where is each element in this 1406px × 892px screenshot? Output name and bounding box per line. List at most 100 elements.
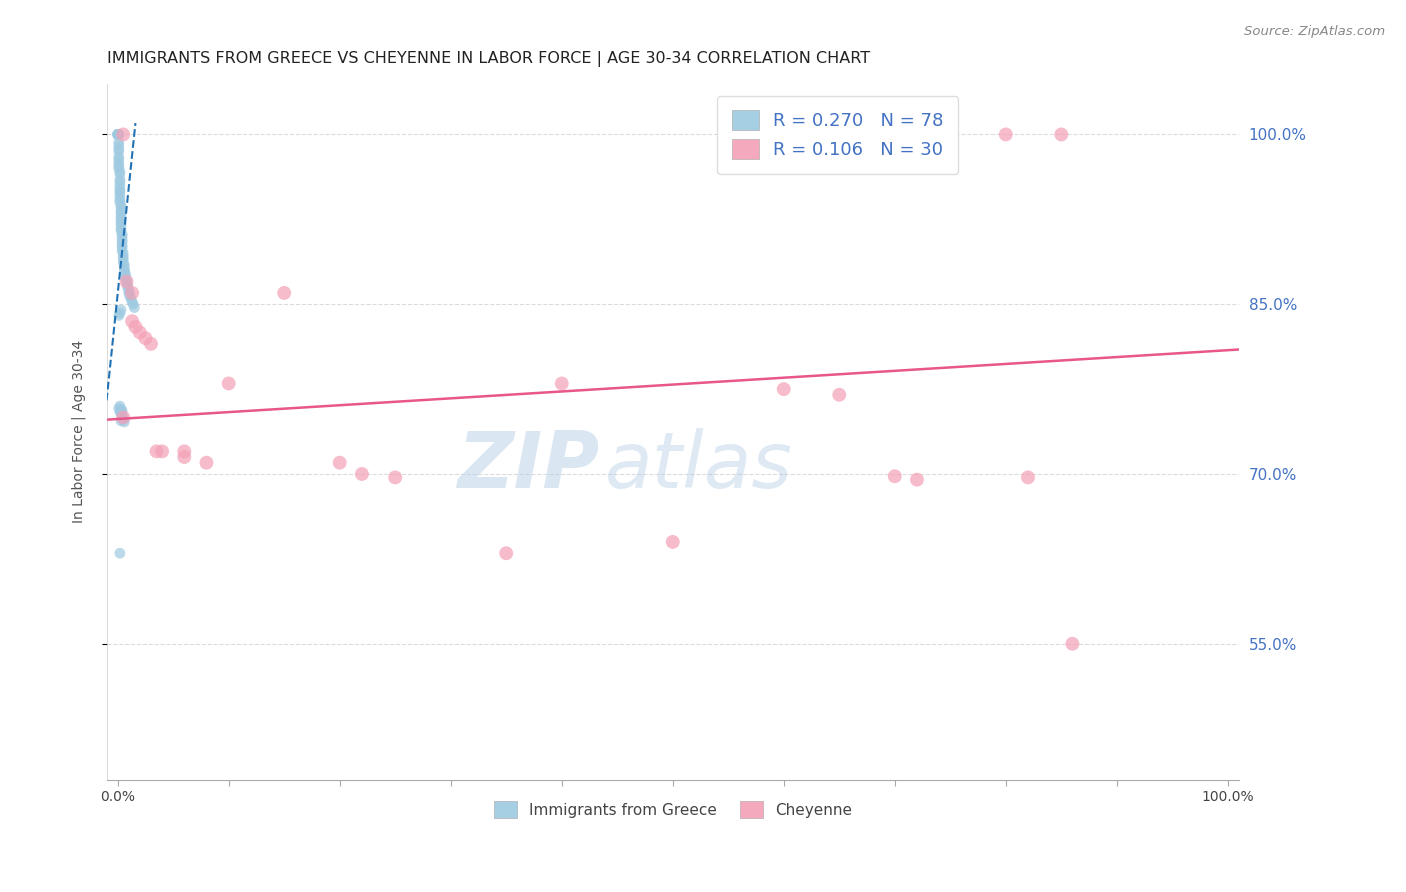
Point bbox=[111, 235, 134, 249]
Point bbox=[108, 195, 131, 210]
Point bbox=[112, 128, 135, 142]
Point bbox=[124, 319, 146, 334]
Point bbox=[128, 326, 150, 340]
Point bbox=[150, 444, 173, 458]
Point bbox=[112, 415, 135, 429]
Point bbox=[108, 172, 131, 186]
Point bbox=[112, 252, 135, 266]
Point bbox=[107, 128, 129, 142]
Point bbox=[108, 184, 131, 198]
Point bbox=[115, 275, 138, 289]
Point bbox=[828, 388, 851, 402]
Point bbox=[108, 182, 131, 196]
Point bbox=[112, 260, 135, 275]
Point bbox=[112, 255, 135, 269]
Legend: Immigrants from Greece, Cheyenne: Immigrants from Greece, Cheyenne bbox=[488, 796, 858, 824]
Point bbox=[107, 145, 129, 159]
Point bbox=[110, 218, 132, 232]
Point bbox=[107, 136, 129, 150]
Point bbox=[107, 128, 129, 142]
Point bbox=[173, 444, 195, 458]
Point bbox=[107, 401, 129, 416]
Point bbox=[112, 412, 135, 426]
Point bbox=[107, 309, 129, 323]
Point bbox=[118, 285, 141, 300]
Point bbox=[883, 469, 905, 483]
Point bbox=[108, 167, 131, 181]
Point bbox=[115, 275, 138, 289]
Point bbox=[107, 128, 129, 142]
Point bbox=[110, 216, 132, 230]
Point bbox=[107, 142, 129, 156]
Point bbox=[112, 263, 135, 277]
Point bbox=[115, 272, 138, 286]
Point bbox=[110, 210, 132, 224]
Point bbox=[111, 244, 134, 258]
Point bbox=[118, 284, 141, 298]
Point bbox=[994, 128, 1017, 142]
Point bbox=[350, 467, 373, 481]
Point bbox=[122, 297, 145, 311]
Point bbox=[108, 306, 131, 320]
Point bbox=[110, 201, 132, 215]
Point bbox=[145, 444, 167, 458]
Point bbox=[111, 227, 134, 241]
Point bbox=[121, 314, 143, 328]
Point bbox=[111, 238, 134, 252]
Point bbox=[110, 402, 132, 417]
Point bbox=[1062, 637, 1084, 651]
Point bbox=[110, 414, 132, 428]
Point bbox=[111, 403, 134, 417]
Point bbox=[112, 410, 135, 425]
Point bbox=[495, 546, 517, 560]
Point bbox=[139, 336, 162, 351]
Point bbox=[108, 190, 131, 204]
Text: Source: ZipAtlas.com: Source: ZipAtlas.com bbox=[1244, 25, 1385, 38]
Point bbox=[218, 376, 240, 391]
Point bbox=[905, 473, 928, 487]
Point bbox=[124, 301, 146, 315]
Point bbox=[110, 221, 132, 235]
Point bbox=[117, 277, 139, 292]
Point bbox=[108, 186, 131, 201]
Point bbox=[195, 456, 218, 470]
Point bbox=[110, 212, 132, 227]
Point bbox=[117, 280, 139, 294]
Point bbox=[114, 267, 136, 281]
Point bbox=[110, 406, 132, 420]
Point bbox=[107, 153, 129, 167]
Text: atlas: atlas bbox=[605, 428, 793, 504]
Point bbox=[112, 250, 135, 264]
Point bbox=[107, 150, 129, 164]
Point bbox=[111, 407, 134, 421]
Point bbox=[108, 175, 131, 189]
Text: ZIP: ZIP bbox=[457, 428, 599, 504]
Point bbox=[111, 241, 134, 255]
Point bbox=[107, 161, 129, 176]
Point bbox=[772, 382, 794, 396]
Point bbox=[114, 268, 136, 283]
Point bbox=[107, 159, 129, 173]
Point bbox=[112, 246, 135, 260]
Point bbox=[108, 165, 131, 179]
Y-axis label: In Labor Force | Age 30-34: In Labor Force | Age 30-34 bbox=[72, 340, 86, 523]
Text: IMMIGRANTS FROM GREECE VS CHEYENNE IN LABOR FORCE | AGE 30-34 CORRELATION CHART: IMMIGRANTS FROM GREECE VS CHEYENNE IN LA… bbox=[107, 51, 870, 67]
Point bbox=[121, 285, 143, 300]
Point bbox=[110, 199, 132, 213]
Point bbox=[108, 546, 131, 560]
Point bbox=[111, 229, 134, 244]
Point bbox=[107, 155, 129, 169]
Point bbox=[384, 470, 406, 484]
Point bbox=[111, 410, 134, 425]
Point bbox=[121, 295, 143, 310]
Point bbox=[110, 224, 132, 238]
Point bbox=[661, 535, 683, 549]
Point bbox=[108, 193, 131, 207]
Point bbox=[1017, 470, 1039, 484]
Point bbox=[108, 178, 131, 193]
Point bbox=[110, 302, 132, 317]
Point bbox=[112, 258, 135, 272]
Point bbox=[110, 207, 132, 221]
Point bbox=[108, 405, 131, 419]
Point bbox=[108, 399, 131, 413]
